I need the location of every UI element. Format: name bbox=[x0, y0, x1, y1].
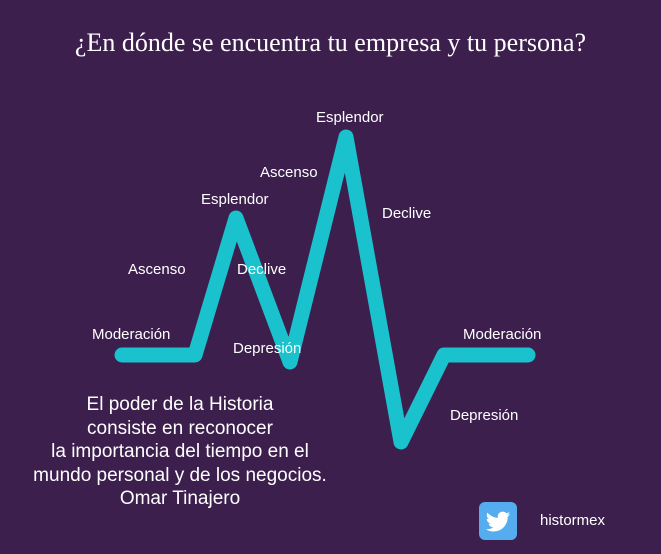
quote-line: El poder de la Historia bbox=[86, 394, 274, 415]
label-moderacion-right: Moderación bbox=[463, 326, 542, 343]
cycle-wave-line bbox=[114, 129, 536, 450]
twitter-bird-icon bbox=[485, 511, 511, 532]
label-declive-1: Declive bbox=[237, 261, 287, 278]
quote-line: mundo personal y de los negocios. bbox=[33, 464, 327, 486]
label-depresion-2: Depresión bbox=[450, 407, 519, 424]
label-declive-2: Declive bbox=[382, 205, 432, 222]
page-title: ¿En dónde se encuentra tu empresa y tu p… bbox=[74, 28, 587, 57]
quote-block: El poder de la Historia consiste en reco… bbox=[10, 393, 350, 511]
label-esplendor-1: Esplendor bbox=[201, 191, 269, 208]
label-esplendor-2: Esplendor bbox=[316, 109, 384, 126]
quote-author: Omar Tinajero bbox=[119, 488, 241, 509]
label-ascenso-1: Ascenso bbox=[128, 261, 186, 278]
quote-line: la importancia del tiempo en el bbox=[51, 441, 309, 462]
label-moderacion-left: Moderación bbox=[92, 326, 171, 343]
label-ascenso-2: Ascenso bbox=[260, 164, 318, 181]
twitter-handle[interactable]: histormex bbox=[540, 512, 606, 529]
quote-line: consiste en reconocer bbox=[87, 417, 273, 439]
twitter-icon[interactable] bbox=[479, 502, 517, 540]
label-depresion-1: Depresión bbox=[233, 340, 302, 357]
